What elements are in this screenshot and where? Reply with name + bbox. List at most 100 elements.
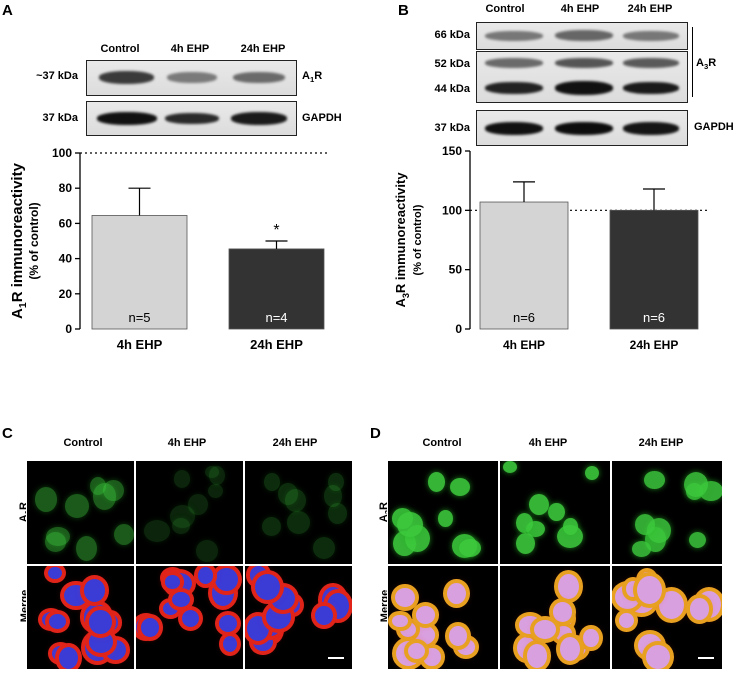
micrograph-image (244, 460, 353, 565)
cell (584, 465, 599, 480)
y-axis-label: A3R immunoreactivity (393, 172, 411, 308)
y-axis-sublabel: (% of control) (27, 202, 41, 279)
cell (394, 587, 415, 608)
mw-label: 37 kDa (434, 122, 470, 134)
micrograph-image (26, 460, 135, 565)
micrograph-image (611, 460, 723, 565)
micrograph-image (611, 565, 723, 670)
cell (658, 590, 684, 620)
cell (397, 512, 423, 537)
cell (502, 461, 518, 474)
micrograph-image (499, 460, 611, 565)
cell (634, 514, 656, 536)
scale-bar (698, 657, 714, 659)
n-label: n=5 (128, 310, 150, 325)
blot-strip-gapdh (476, 110, 688, 146)
blot-strip-66kda (476, 22, 688, 50)
cell (563, 518, 578, 536)
cell (447, 582, 466, 604)
bar-chart-b: 0 50 100 150 n=6 4h EHP n=6 24h EHP A3R immunore… (393, 144, 710, 352)
cell (645, 645, 670, 669)
cell (218, 615, 237, 633)
cell (529, 493, 549, 516)
panel-letter-b: B (398, 2, 409, 19)
column-label: 24h EHP (638, 437, 684, 449)
cell (637, 576, 663, 605)
cell (690, 598, 710, 620)
cell (392, 614, 408, 628)
cell (144, 520, 171, 542)
cell (526, 644, 548, 669)
cell (35, 487, 58, 512)
column-label: Control (63, 437, 103, 449)
cell (254, 573, 281, 601)
protein-label: A3R (696, 57, 717, 72)
cell (92, 483, 116, 510)
cell (222, 636, 237, 653)
bar (609, 209, 699, 330)
micrograph-image (499, 565, 611, 670)
cell (247, 616, 270, 642)
blot-strip-a1r (86, 60, 297, 96)
mw-label: 44 kDa (434, 83, 470, 95)
cell (328, 473, 344, 492)
blot-strip-gapdh (86, 101, 297, 136)
cell (631, 541, 652, 558)
cell (422, 647, 441, 667)
cell (44, 532, 66, 552)
cell (188, 493, 209, 515)
n-label: n=6 (643, 310, 665, 325)
cell (171, 591, 190, 607)
cell (209, 466, 226, 486)
category-label: 24h EHP (250, 337, 303, 352)
cell (277, 482, 298, 506)
cell (583, 628, 599, 648)
cell (683, 471, 708, 497)
cell (416, 606, 436, 624)
cell (438, 510, 453, 527)
bar (479, 201, 569, 330)
y-tick-label: 80 (59, 181, 73, 195)
cell (197, 567, 214, 584)
cell (328, 503, 348, 524)
cell (553, 602, 573, 622)
protein-label: GAPDH (302, 112, 342, 124)
cell (557, 573, 580, 600)
cell (323, 485, 343, 507)
micrograph-grid-c (26, 460, 353, 670)
y-tick-label: 20 (59, 287, 73, 301)
cell (89, 476, 107, 495)
cell (47, 566, 62, 580)
cell (286, 511, 311, 535)
cell (618, 613, 634, 629)
panel-letter-a: A (2, 2, 13, 19)
micrograph-grid-d (387, 460, 723, 670)
cell (263, 473, 281, 492)
cell (516, 513, 533, 534)
column-label: 4h EHP (167, 437, 207, 449)
micrograph-image (387, 460, 499, 565)
category-label: 24h EHP (630, 338, 679, 352)
significance-marker: * (273, 222, 279, 239)
cell (76, 535, 98, 562)
protein-label: A1R (302, 70, 323, 85)
bar (228, 248, 325, 330)
y-tick-label: 100 (442, 203, 462, 217)
y-axis-label: A1R immunoreactivity (9, 162, 29, 319)
cell (448, 626, 467, 647)
column-label: Control (422, 437, 462, 449)
micrograph-image (135, 565, 244, 670)
blot-strip-52-44kda (476, 51, 688, 103)
column-label: 24h EHP (272, 437, 318, 449)
cell (449, 478, 471, 497)
cell (89, 609, 112, 634)
protein-label: GAPDH (694, 121, 734, 133)
bar-chart-a: 0 20 40 60 80 100 n=5 4h EHP n=4 * 24h EHP A1R immu… (9, 146, 330, 352)
cell (208, 484, 223, 499)
cell (46, 527, 70, 547)
cell (173, 470, 191, 488)
lane-label-control: Control (485, 3, 525, 15)
cell (196, 539, 219, 563)
y-axis-sublabel: (% of control) (412, 204, 424, 275)
cell (103, 479, 125, 502)
